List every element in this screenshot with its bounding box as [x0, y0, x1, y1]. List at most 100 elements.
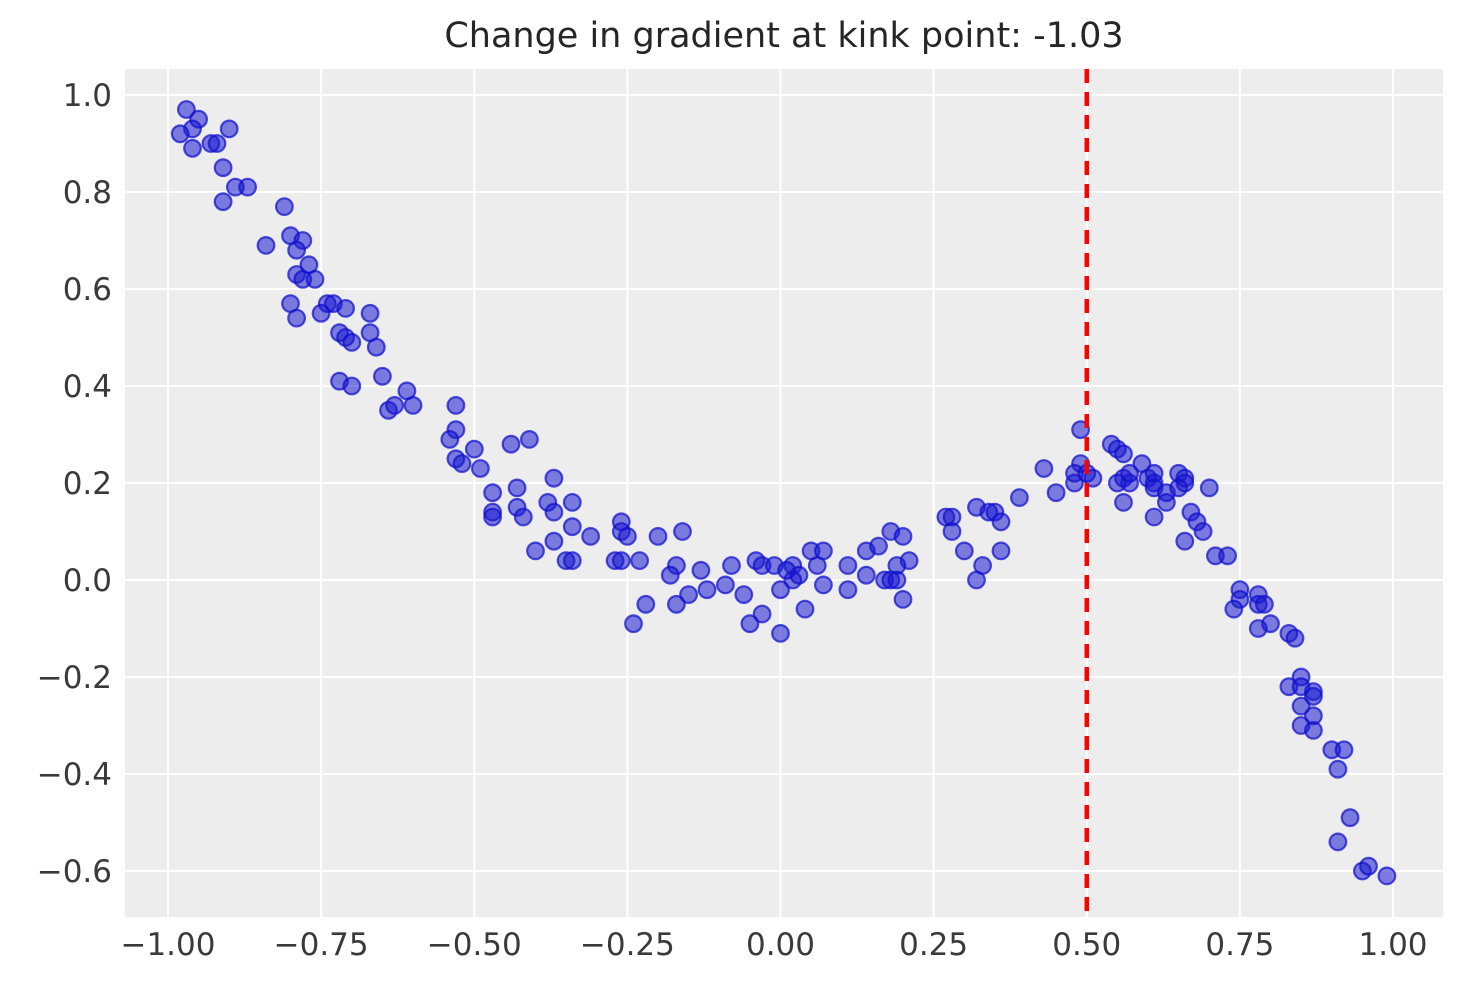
scatter-point	[630, 551, 649, 570]
scatter-point	[256, 235, 276, 255]
y-tick-label: 0.4	[63, 369, 112, 405]
scatter-point	[795, 599, 815, 619]
scatter-point	[838, 556, 858, 575]
scatter-point	[1248, 619, 1268, 638]
scatter-point	[526, 541, 545, 561]
scatter-point	[213, 192, 233, 212]
scatter-point	[1328, 832, 1348, 852]
scatter-point	[771, 624, 790, 643]
scatter-point	[385, 396, 405, 415]
scatter-point	[869, 536, 888, 556]
scatter-point	[360, 303, 380, 323]
scatter-point	[1065, 473, 1084, 493]
scatter-point	[1193, 522, 1213, 541]
scatter-point	[373, 366, 392, 386]
scatter-point	[520, 430, 539, 449]
scatter-point	[1224, 599, 1244, 619]
scatter-point	[471, 459, 490, 478]
scatter-point	[311, 303, 331, 323]
scatter-point	[1328, 759, 1348, 779]
scatter-point	[1046, 483, 1066, 503]
scatter-point	[170, 124, 190, 144]
plot-area	[125, 69, 1443, 917]
scatter-point	[771, 580, 790, 600]
scatter-point	[501, 434, 521, 454]
scatter-point	[544, 502, 564, 522]
scatter-point	[1175, 531, 1195, 551]
scatter-point	[207, 134, 227, 153]
gridlines	[125, 69, 1443, 917]
scatter-point	[183, 138, 202, 158]
scatter-point	[1083, 468, 1103, 488]
y-tick-label: 0.8	[63, 175, 112, 211]
x-tick-label: −0.25	[580, 927, 675, 963]
scatter-point	[403, 396, 423, 415]
scatter-point	[1334, 740, 1354, 760]
scatter-point	[581, 527, 600, 546]
scatter-point	[777, 560, 796, 580]
scatter-point	[973, 556, 992, 575]
scatter-point	[446, 396, 466, 415]
scatter-point	[440, 430, 460, 449]
x-tick-label: 0.50	[1052, 927, 1121, 963]
scatter-point	[544, 468, 564, 488]
scatter-point	[1010, 488, 1029, 508]
scatter-point	[305, 269, 325, 289]
scatter-point	[1359, 856, 1378, 876]
scatter-point	[814, 575, 833, 595]
scatter-point	[893, 527, 913, 546]
scatter-point	[1107, 473, 1127, 493]
x-axis-tick-labels: −1.00 −0.75 −0.50 −0.25 0.00 0.25 0.50 0.75 1.00	[120, 927, 1427, 963]
scatter-point	[636, 594, 656, 614]
scatter-point	[991, 541, 1011, 561]
y-axis-tick-labels: 1.0 0.8 0.6 0.4 0.2 0.0 −0.2 −0.4 −0.6	[37, 78, 112, 890]
scatter-point	[893, 590, 913, 609]
scatter-point	[287, 308, 307, 328]
scatter-point	[1120, 463, 1139, 483]
scatter-point	[1114, 444, 1133, 464]
scatter-point	[1114, 493, 1133, 512]
scatter-point	[562, 551, 582, 570]
scatter-point	[1285, 628, 1305, 648]
scatter-point	[483, 507, 503, 527]
x-tick-label: 0.75	[1205, 927, 1274, 963]
scatter-point	[667, 594, 686, 614]
scatter-point	[562, 517, 582, 537]
scatter-point	[342, 376, 362, 396]
scatter-point	[275, 197, 294, 217]
scatter-point	[1034, 459, 1054, 478]
scatter-point	[954, 541, 974, 561]
scatter-point	[238, 177, 258, 197]
scatter-point	[1144, 507, 1164, 527]
scatter-point	[1303, 721, 1323, 740]
scatter-point	[624, 614, 643, 634]
scatter-point	[1377, 866, 1397, 886]
scatter-point	[483, 483, 503, 503]
x-tick-label: 0.25	[899, 927, 968, 963]
scatter-point	[562, 493, 582, 512]
x-tick-label: 1.00	[1359, 927, 1428, 963]
scatter-point	[611, 551, 631, 570]
x-tick-label: 0.00	[746, 927, 815, 963]
scatter-point	[176, 100, 196, 119]
scatter-point	[1156, 493, 1176, 512]
scatter-point	[740, 614, 760, 634]
scatter-point	[219, 119, 239, 139]
scatter-point	[507, 478, 527, 498]
scatter-point	[660, 565, 680, 585]
scatter-point	[1169, 478, 1188, 498]
scatter-point	[1199, 478, 1219, 498]
scatter-point	[648, 527, 668, 546]
y-tick-label: 0.0	[63, 563, 112, 599]
scatter-point	[691, 560, 711, 580]
scatter-point	[734, 585, 754, 604]
y-tick-label: 0.6	[63, 272, 112, 308]
scatter-point	[716, 575, 735, 595]
x-tick-label: −1.00	[120, 927, 215, 963]
scatter-point	[752, 604, 772, 624]
scatter-point	[1254, 594, 1274, 614]
scatter-point	[618, 527, 637, 546]
y-tick-label: −0.6	[37, 854, 112, 890]
scatter-point	[544, 531, 564, 551]
